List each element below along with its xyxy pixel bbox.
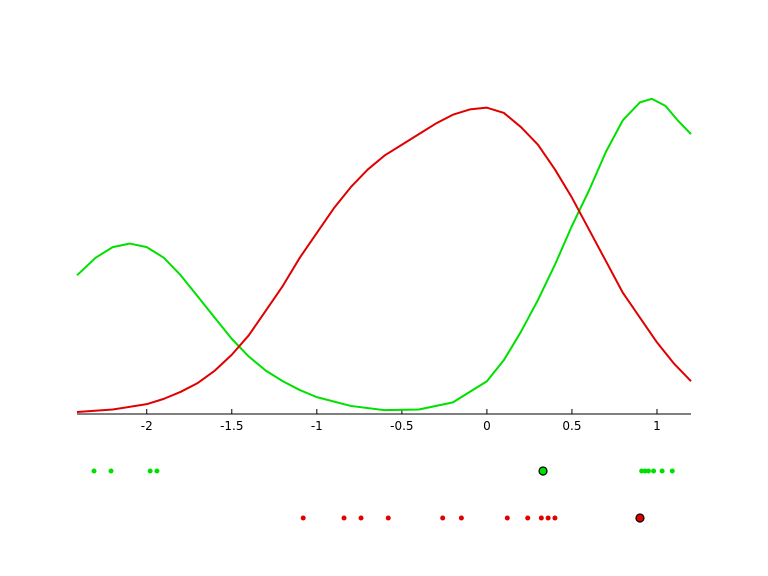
rug-point bbox=[440, 515, 446, 521]
rug-point bbox=[458, 515, 464, 521]
rug-point bbox=[358, 515, 364, 521]
rug-point bbox=[552, 515, 558, 521]
rug-point bbox=[538, 515, 544, 521]
rug-point bbox=[385, 515, 391, 521]
x-tick-label: -2 bbox=[141, 419, 153, 433]
rug-point bbox=[545, 515, 551, 521]
rug-point bbox=[525, 515, 531, 521]
x-tick-label: 0.5 bbox=[562, 419, 581, 433]
x-tick-label: -1 bbox=[311, 419, 323, 433]
x-tick-label: 0 bbox=[483, 419, 491, 433]
density-curve bbox=[76, 97, 692, 412]
x-tick-label: -1.5 bbox=[220, 419, 243, 433]
rug-point bbox=[504, 515, 510, 521]
density-curve bbox=[76, 106, 692, 413]
rug-point bbox=[659, 468, 665, 474]
highlight-point bbox=[635, 513, 645, 523]
rug-point bbox=[341, 515, 347, 521]
rug-point bbox=[669, 468, 675, 474]
rug-point bbox=[147, 468, 153, 474]
x-tick-label: 1 bbox=[653, 419, 661, 433]
rug-point bbox=[91, 468, 97, 474]
highlight-point bbox=[538, 466, 548, 476]
rug-point bbox=[645, 468, 651, 474]
rug-point bbox=[651, 468, 657, 474]
rug-point bbox=[300, 515, 306, 521]
x-tick-label: -0.5 bbox=[390, 419, 413, 433]
rug-point bbox=[154, 468, 160, 474]
rug-point bbox=[108, 468, 114, 474]
